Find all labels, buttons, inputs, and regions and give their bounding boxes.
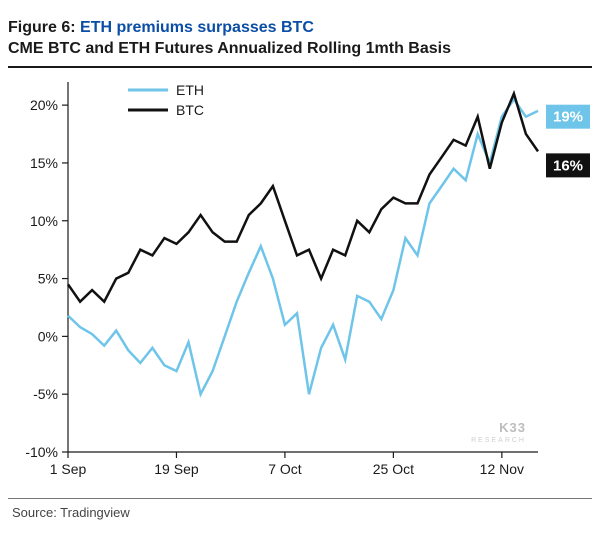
bottom-rule [8,498,592,499]
figure-subtitle: CME BTC and ETH Futures Annualized Rolli… [8,40,592,58]
svg-text:16%: 16% [553,157,583,174]
svg-text:BTC: BTC [176,102,204,118]
svg-text:ETH: ETH [176,82,204,98]
chart-area: -10% -5% 0% 5% 10% 15% 20% 1 Sep 19 Sep 7 Oct 25 O… [8,72,592,492]
figure-number: Figure 6: [8,19,80,36]
svg-text:K33: K33 [499,420,526,435]
svg-text:25 Oct: 25 Oct [373,461,414,477]
svg-text:20%: 20% [30,97,58,113]
svg-text:15%: 15% [30,155,58,171]
figure-title: ETH premiums surpasses BTC [80,19,314,36]
svg-text:19%: 19% [553,109,583,126]
svg-text:7 Oct: 7 Oct [268,461,302,477]
svg-text:RESEARCH: RESEARCH [471,437,526,444]
svg-text:1 Sep: 1 Sep [50,461,87,477]
svg-text:-10%: -10% [25,444,58,460]
line-chart: -10% -5% 0% 5% 10% 15% 20% 1 Sep 19 Sep 7 Oct 25 O… [8,72,592,492]
source-label: Source: Tradingview [8,505,592,520]
figure-title-line: Figure 6: ETH premiums surpasses BTC [8,18,592,38]
svg-text:5%: 5% [38,271,58,287]
svg-text:12 Nov: 12 Nov [480,461,524,477]
svg-text:-5%: -5% [33,386,58,402]
top-rule [8,66,592,68]
svg-text:10%: 10% [30,213,58,229]
svg-text:19 Sep: 19 Sep [154,461,199,477]
svg-text:0%: 0% [38,328,58,344]
figure-container: Figure 6: ETH premiums surpasses BTC CME… [0,0,600,551]
